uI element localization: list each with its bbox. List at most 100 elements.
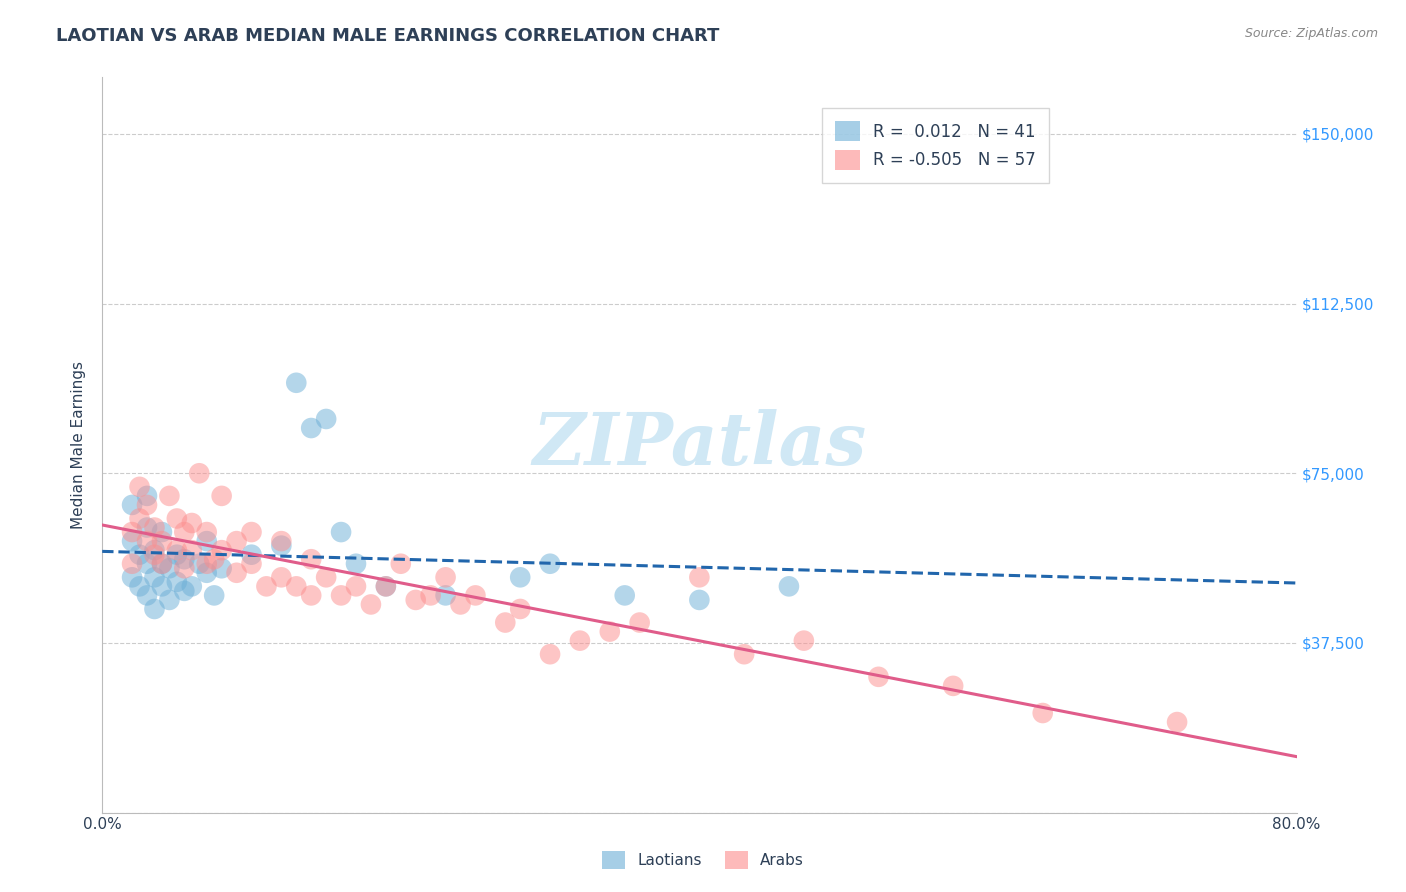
Point xyxy=(778,579,800,593)
Point xyxy=(299,552,322,566)
Point xyxy=(202,552,225,566)
Point xyxy=(315,412,337,426)
Point xyxy=(188,467,211,481)
Text: Source: ZipAtlas.com: Source: ZipAtlas.com xyxy=(1244,27,1378,40)
Text: ZIPatlas: ZIPatlas xyxy=(533,409,866,481)
Point xyxy=(143,520,166,534)
Point xyxy=(166,543,188,558)
Point xyxy=(150,579,173,593)
Point xyxy=(688,593,710,607)
Point xyxy=(240,557,263,571)
Point xyxy=(330,588,353,602)
Point xyxy=(188,557,211,571)
Point xyxy=(195,557,218,571)
Point xyxy=(613,588,636,602)
Point xyxy=(128,548,150,562)
Point xyxy=(173,552,195,566)
Point xyxy=(150,524,173,539)
Point xyxy=(195,534,218,549)
Point xyxy=(121,534,143,549)
Point xyxy=(143,602,166,616)
Point xyxy=(599,624,621,639)
Point xyxy=(136,489,159,503)
Point xyxy=(173,561,195,575)
Point xyxy=(150,557,173,571)
Point xyxy=(166,574,188,589)
Y-axis label: Median Male Earnings: Median Male Earnings xyxy=(72,361,86,529)
Point xyxy=(942,679,965,693)
Point xyxy=(166,548,188,562)
Point xyxy=(568,633,591,648)
Point xyxy=(136,520,159,534)
Point xyxy=(240,524,263,539)
Point xyxy=(150,557,173,571)
Point xyxy=(538,557,561,571)
Legend: Laotians, Arabs: Laotians, Arabs xyxy=(596,845,810,875)
Point xyxy=(157,561,180,575)
Point xyxy=(136,534,159,549)
Point xyxy=(793,633,815,648)
Point xyxy=(211,561,233,575)
Point xyxy=(225,566,247,580)
Point xyxy=(688,570,710,584)
Point xyxy=(173,524,195,539)
Point xyxy=(1166,714,1188,729)
Point xyxy=(143,548,166,562)
Point xyxy=(136,588,159,602)
Point xyxy=(509,570,531,584)
Point xyxy=(360,598,382,612)
Point xyxy=(374,579,396,593)
Point xyxy=(121,524,143,539)
Point xyxy=(538,647,561,661)
Point xyxy=(195,524,218,539)
Point xyxy=(180,579,202,593)
Point xyxy=(157,489,180,503)
Point xyxy=(121,570,143,584)
Point xyxy=(254,579,277,593)
Point xyxy=(1032,706,1054,720)
Point xyxy=(173,583,195,598)
Point xyxy=(330,524,353,539)
Point xyxy=(270,570,292,584)
Point xyxy=(202,588,225,602)
Point xyxy=(434,588,457,602)
Point xyxy=(405,593,427,607)
Text: LAOTIAN VS ARAB MEDIAN MALE EARNINGS CORRELATION CHART: LAOTIAN VS ARAB MEDIAN MALE EARNINGS COR… xyxy=(56,27,720,45)
Point xyxy=(121,498,143,512)
Point xyxy=(299,421,322,435)
Point xyxy=(509,602,531,616)
Legend: R =  0.012   N = 41, R = -0.505   N = 57: R = 0.012 N = 41, R = -0.505 N = 57 xyxy=(821,108,1049,184)
Point xyxy=(733,647,755,661)
Point xyxy=(143,570,166,584)
Point xyxy=(211,489,233,503)
Point xyxy=(121,557,143,571)
Point xyxy=(419,588,441,602)
Point xyxy=(136,498,159,512)
Point xyxy=(150,534,173,549)
Point xyxy=(136,557,159,571)
Point xyxy=(494,615,516,630)
Point xyxy=(157,593,180,607)
Point xyxy=(270,534,292,549)
Point xyxy=(344,579,367,593)
Point xyxy=(315,570,337,584)
Point xyxy=(344,557,367,571)
Point xyxy=(285,579,308,593)
Point xyxy=(464,588,486,602)
Point xyxy=(195,566,218,580)
Point xyxy=(285,376,308,390)
Point xyxy=(628,615,651,630)
Point xyxy=(211,543,233,558)
Point xyxy=(180,543,202,558)
Point xyxy=(128,511,150,525)
Point xyxy=(868,670,890,684)
Point xyxy=(166,511,188,525)
Point xyxy=(225,534,247,549)
Point xyxy=(299,588,322,602)
Point xyxy=(434,570,457,584)
Point xyxy=(270,539,292,553)
Point xyxy=(450,598,472,612)
Point xyxy=(389,557,412,571)
Point xyxy=(240,548,263,562)
Point xyxy=(128,579,150,593)
